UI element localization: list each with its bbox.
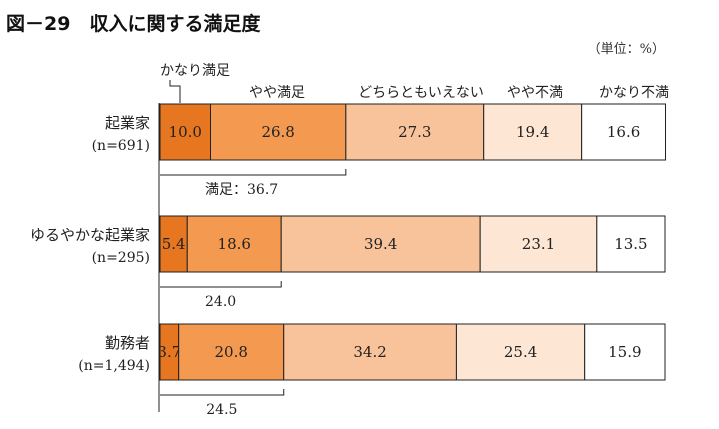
value-label: 23.1 <box>522 235 555 253</box>
bars: 10.0 26.8 27.3 19.4 16.6 5.4 18.6 39.4 23.1 13.5 3… <box>157 103 667 381</box>
value-label: 18.6 <box>218 235 251 253</box>
bar-segment <box>584 323 666 381</box>
chart-title: 図－29 収入に関する満足度 <box>6 12 261 35</box>
category-label: 勤務者 <box>105 334 150 352</box>
value-label: 34.2 <box>353 343 386 361</box>
satisfied-total-label: 満足：36.7 <box>205 182 278 198</box>
satisfied-bracket <box>160 169 347 176</box>
legend-leader-line <box>169 80 181 103</box>
legend-label-4: やや不満 <box>507 85 563 101</box>
category-n-label: (n=1,494) <box>78 358 150 374</box>
category-n-label: (n=295) <box>92 250 150 266</box>
bar-segment <box>479 215 598 273</box>
bar-segment <box>596 215 666 273</box>
legend-label-2: やや満足 <box>249 85 305 101</box>
satisfied-total-label: 24.5 <box>206 402 237 418</box>
value-label: 5.4 <box>162 235 186 253</box>
category-n-label: (n=691) <box>92 138 150 154</box>
value-label: 3.7 <box>157 343 181 361</box>
bar-segment <box>210 103 347 161</box>
value-label: 25.4 <box>504 343 537 361</box>
value-label: 10.0 <box>169 123 202 141</box>
value-label: 26.8 <box>261 123 294 141</box>
value-label: 20.8 <box>215 343 248 361</box>
value-label: 39.4 <box>364 235 397 253</box>
bar-segment <box>283 323 457 381</box>
value-label: 27.3 <box>398 123 431 141</box>
legend-label-3: どちらともいえない <box>358 85 484 101</box>
category-label: ゆるやかな起業家 <box>30 226 150 244</box>
satisfied-bracket <box>160 389 285 396</box>
bar-segment <box>455 323 586 381</box>
bar-segment <box>345 103 485 161</box>
category-labels: 起業家 (n=691) ゆるやかな起業家 (n=295) 勤務者 (n=1,494) <box>30 114 150 374</box>
category-label: 起業家 <box>105 114 150 132</box>
value-label: 16.6 <box>607 123 640 141</box>
value-label: 19.4 <box>516 123 549 141</box>
satisfied-brackets: 満足：36.7 24.0 24.5 <box>160 169 347 418</box>
value-label: 15.9 <box>608 343 641 361</box>
bar-segment <box>280 215 481 273</box>
bar-segment <box>581 103 667 161</box>
bar-segment <box>178 323 285 381</box>
unit-label: （単位：%） <box>588 41 665 57</box>
value-label: 13.5 <box>614 235 647 253</box>
satisfied-bracket <box>160 281 282 288</box>
legend-label-5: かなり不満 <box>599 85 669 101</box>
legend-label-1: かなり満足 <box>160 63 230 79</box>
satisfied-total-label: 24.0 <box>205 294 236 310</box>
